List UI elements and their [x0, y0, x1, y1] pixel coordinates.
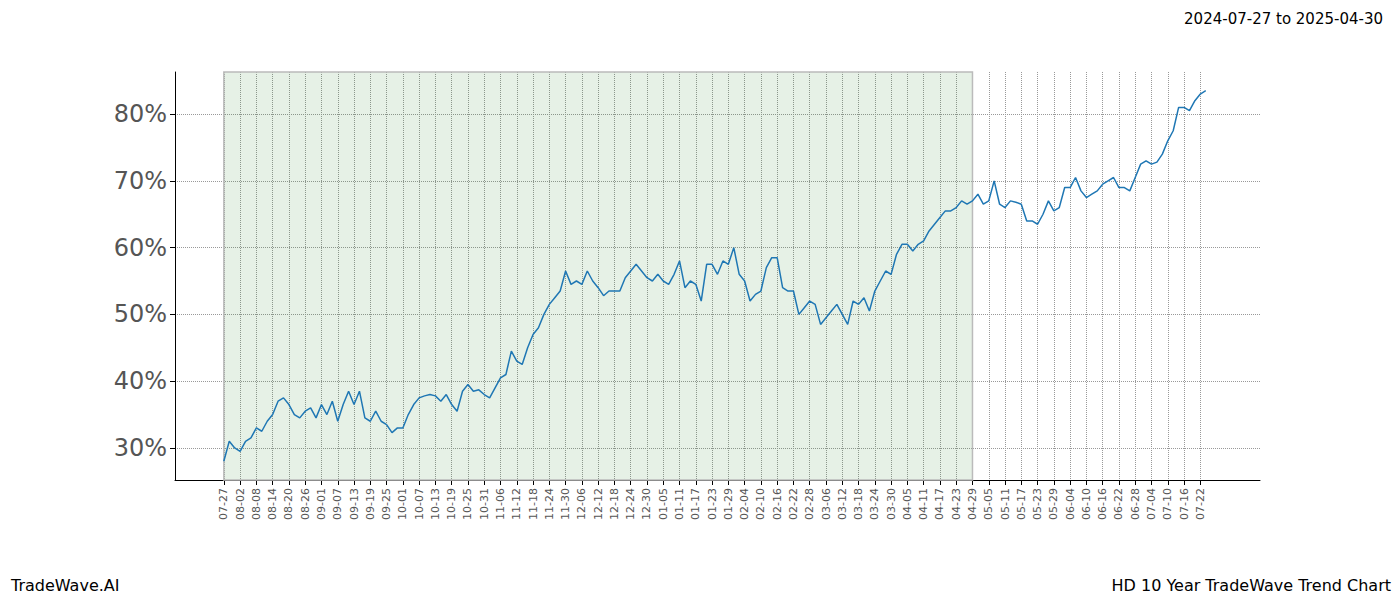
svg-text:03-12: 03-12 — [836, 488, 849, 520]
svg-text:04-11: 04-11 — [917, 488, 930, 520]
svg-text:50%: 50% — [114, 300, 167, 328]
svg-text:06-04: 06-04 — [1064, 488, 1077, 520]
svg-text:03-24: 03-24 — [868, 488, 881, 520]
svg-text:10-25: 10-25 — [461, 488, 474, 520]
svg-text:02-22: 02-22 — [787, 488, 800, 520]
svg-text:2024-07-27 to 2025-04-30: 2024-07-27 to 2025-04-30 — [1184, 10, 1383, 28]
svg-text:07-04: 07-04 — [1145, 488, 1158, 520]
svg-text:01-17: 01-17 — [689, 488, 702, 520]
svg-text:11-12: 11-12 — [510, 488, 523, 520]
svg-text:09-13: 09-13 — [348, 488, 361, 520]
svg-text:05-23: 05-23 — [1031, 488, 1044, 520]
svg-text:01-05: 01-05 — [657, 488, 670, 520]
svg-text:05-17: 05-17 — [1015, 488, 1028, 520]
svg-text:06-28: 06-28 — [1129, 488, 1142, 520]
svg-text:06-22: 06-22 — [1112, 488, 1125, 520]
svg-text:40%: 40% — [114, 367, 167, 395]
svg-text:04-05: 04-05 — [901, 488, 914, 520]
svg-text:11-30: 11-30 — [559, 488, 572, 520]
svg-text:04-23: 04-23 — [950, 488, 963, 520]
svg-text:07-22: 07-22 — [1194, 488, 1207, 520]
svg-text:12-30: 12-30 — [640, 488, 653, 520]
svg-text:07-16: 07-16 — [1178, 488, 1191, 520]
svg-text:70%: 70% — [114, 167, 167, 195]
svg-text:12-12: 12-12 — [592, 488, 605, 520]
svg-text:01-23: 01-23 — [706, 488, 719, 520]
svg-text:05-05: 05-05 — [982, 488, 995, 520]
svg-text:11-24: 11-24 — [543, 488, 556, 520]
svg-text:TradeWave.AI: TradeWave.AI — [10, 576, 119, 595]
svg-text:11-06: 11-06 — [494, 488, 507, 520]
svg-text:HD 10 Year TradeWave Trend Cha: HD 10 Year TradeWave Trend Chart — [1112, 576, 1392, 595]
svg-text:08-08: 08-08 — [250, 488, 263, 520]
svg-text:08-26: 08-26 — [299, 488, 312, 520]
svg-text:30%: 30% — [114, 434, 167, 462]
svg-text:08-20: 08-20 — [282, 488, 295, 520]
svg-text:05-11: 05-11 — [999, 488, 1012, 520]
svg-text:03-18: 03-18 — [852, 488, 865, 520]
svg-text:07-27: 07-27 — [217, 488, 230, 520]
svg-text:01-11: 01-11 — [673, 488, 686, 520]
svg-text:02-16: 02-16 — [771, 488, 784, 520]
svg-text:09-19: 09-19 — [364, 488, 377, 520]
svg-text:05-29: 05-29 — [1047, 488, 1060, 520]
svg-text:06-16: 06-16 — [1096, 488, 1109, 520]
svg-text:04-29: 04-29 — [966, 488, 979, 520]
svg-text:03-30: 03-30 — [885, 488, 898, 520]
svg-text:01-29: 01-29 — [722, 488, 735, 520]
svg-text:11-18: 11-18 — [527, 488, 540, 520]
svg-text:12-24: 12-24 — [624, 488, 637, 520]
svg-text:02-04: 02-04 — [738, 488, 751, 520]
svg-text:09-01: 09-01 — [315, 488, 328, 520]
svg-text:08-02: 08-02 — [234, 488, 247, 520]
svg-text:09-25: 09-25 — [380, 488, 393, 520]
svg-text:10-31: 10-31 — [478, 488, 491, 520]
svg-text:10-13: 10-13 — [429, 488, 442, 520]
svg-text:80%: 80% — [114, 100, 167, 128]
svg-text:04-17: 04-17 — [933, 488, 946, 520]
svg-text:02-10: 02-10 — [754, 488, 767, 520]
svg-text:10-07: 10-07 — [413, 488, 426, 520]
svg-text:10-19: 10-19 — [445, 488, 458, 520]
svg-text:10-01: 10-01 — [396, 488, 409, 520]
svg-text:02-28: 02-28 — [803, 488, 816, 520]
svg-text:12-18: 12-18 — [608, 488, 621, 520]
svg-text:08-14: 08-14 — [266, 488, 279, 520]
svg-text:60%: 60% — [114, 234, 167, 262]
svg-text:03-06: 03-06 — [820, 488, 833, 520]
svg-text:12-06: 12-06 — [575, 488, 588, 520]
svg-text:07-10: 07-10 — [1161, 488, 1174, 520]
svg-text:09-07: 09-07 — [331, 488, 344, 520]
svg-text:06-10: 06-10 — [1080, 488, 1093, 520]
